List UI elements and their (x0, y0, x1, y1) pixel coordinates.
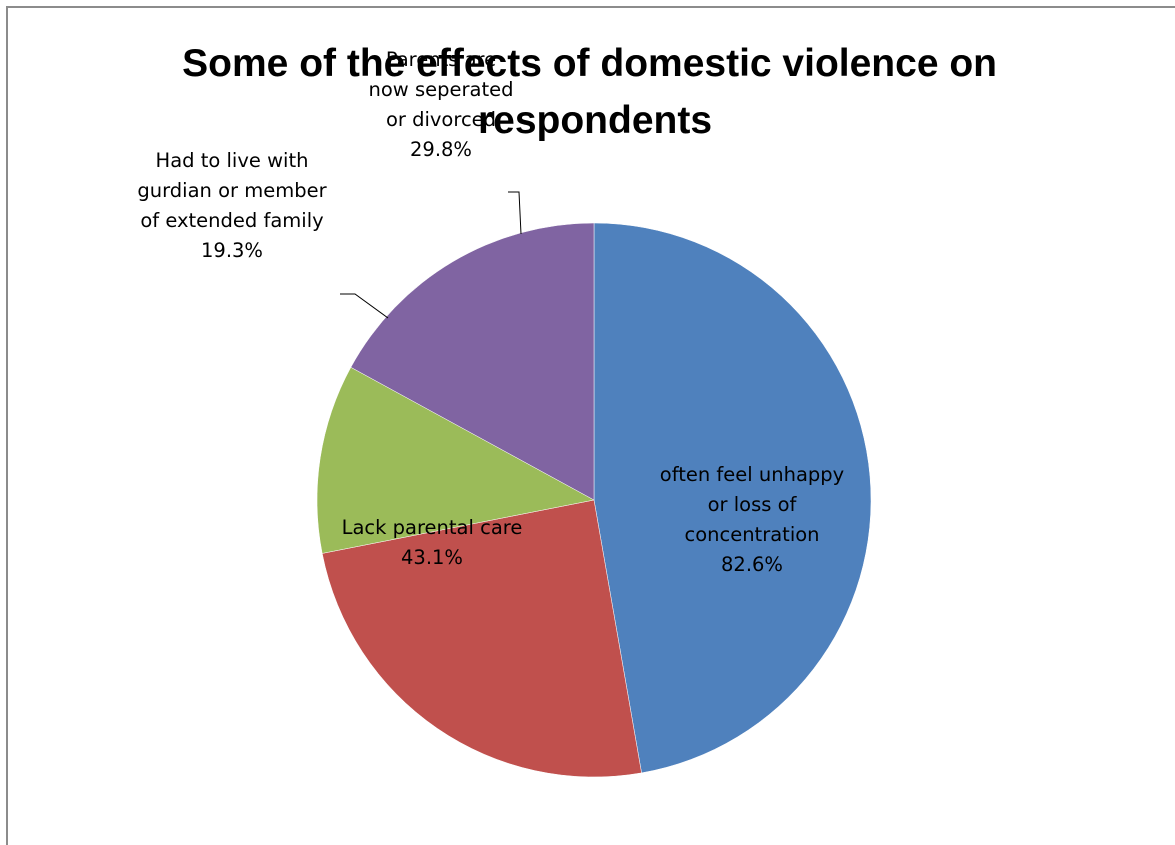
slice-label-1-line-3: concentration (684, 523, 819, 546)
slice-label-4-line-3: or divorced (386, 108, 496, 131)
chart-title-line-2: respondents (478, 99, 712, 142)
chart-title: Some of the effects of domestic violence… (182, 42, 1008, 142)
pie-slice-2 (321, 499, 642, 778)
leader-lines (340, 191, 522, 319)
leader-line-4 (508, 191, 522, 235)
slice-label-1: often feel unhappy or loss of concentratio… (660, 463, 844, 576)
slice-labels: often feel unhappy or loss of concentratio… (137, 48, 844, 576)
pie-slice-4 (350, 222, 595, 501)
slice-value-label-2: 43.1% (401, 546, 463, 569)
slice-label-3-line-1: Had to live with (156, 149, 309, 172)
slice-value-label-1: 82.6% (721, 553, 783, 576)
slice-label-1-line-2: or loss of (708, 493, 798, 516)
slice-label-2: Lack parental care 43.1% (342, 516, 523, 569)
slice-label-1-line-1: often feel unhappy (660, 463, 844, 486)
slice-label-2-line-1: Lack parental care (342, 516, 523, 539)
slice-label-4-line-2: now seperated (369, 78, 514, 101)
slice-label-4: Parents are now seperated or divorced 29.8% (369, 48, 514, 161)
slice-label-3-line-3: of extended family (140, 209, 323, 232)
pie-slices (316, 222, 872, 778)
slice-label-3: Had to live with gurdian or member of exte… (137, 149, 327, 262)
slice-value-label-4: 29.8% (410, 138, 472, 161)
slice-label-3-line-2: gurdian or member (137, 179, 327, 202)
chart-title-line-1: Some of the effects of domestic violence… (182, 42, 997, 85)
leader-line-3 (340, 293, 389, 319)
pie-slice-3 (316, 366, 595, 554)
slice-value-label-3: 19.3% (201, 239, 263, 262)
pie-slice-1 (593, 222, 872, 774)
slice-label-4-line-1: Parents are (386, 48, 496, 71)
